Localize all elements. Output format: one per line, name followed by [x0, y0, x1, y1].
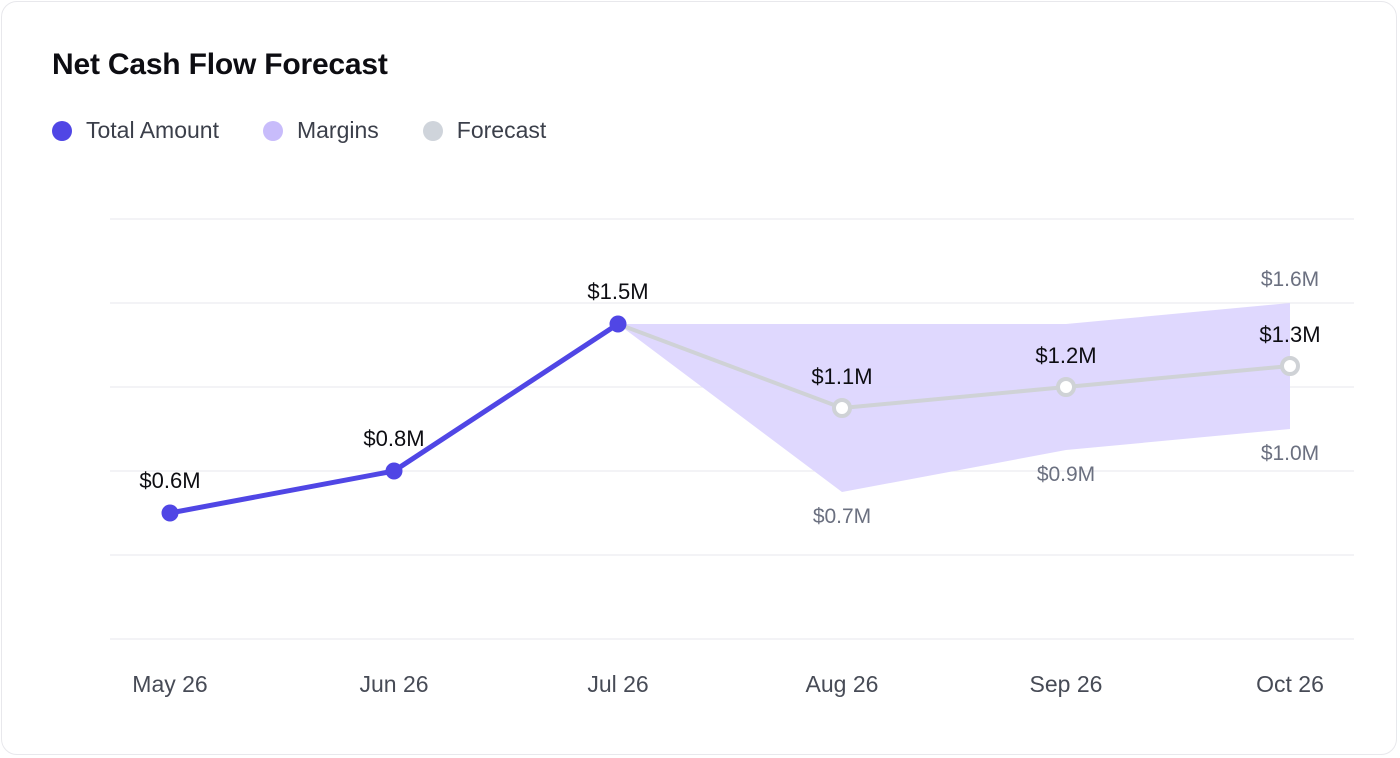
- legend-dot-total-amount: [52, 120, 72, 141]
- data-label: $1.5M: [587, 279, 648, 304]
- total-amount-point: [609, 315, 627, 333]
- x-tick-label: Jul 26: [587, 671, 648, 697]
- data-label: $0.8M: [363, 426, 424, 451]
- legend-label: Total Amount: [86, 117, 219, 143]
- legend-item-margins[interactable]: Margins: [262, 117, 379, 144]
- x-tick-label: May 26: [132, 671, 207, 697]
- margin-lower-label: $0.7M: [813, 505, 871, 528]
- x-tick-label: Oct 26: [1256, 671, 1324, 697]
- margin-lower-label: $1.0M: [1261, 442, 1319, 465]
- x-tick-label: Aug 26: [806, 671, 879, 697]
- legend-label: Forecast: [456, 117, 547, 143]
- margin-lower-label: $0.9M: [1037, 463, 1095, 486]
- legend-item-forecast[interactable]: Forecast: [422, 117, 547, 144]
- data-label: $1.1M: [811, 364, 872, 389]
- total-amount-point: [385, 462, 403, 480]
- forecast-line: [617, 322, 1291, 410]
- x-tick-label: Jun 26: [359, 671, 428, 697]
- margin-upper-label: $1.6M: [1261, 268, 1319, 291]
- legend-dot-forecast: [422, 120, 443, 141]
- x-tick-label: Sep 26: [1030, 671, 1103, 697]
- forecast-point: [1056, 377, 1076, 397]
- total-amount-line: [167, 321, 621, 516]
- forecast-point: [1280, 356, 1300, 376]
- legend-item-total-amount[interactable]: Total Amount: [52, 117, 219, 144]
- legend-dot-margins: [262, 120, 283, 141]
- data-label: $1.2M: [1035, 343, 1096, 368]
- forecast-point: [832, 398, 852, 418]
- total-amount-point: [161, 504, 179, 522]
- data-label: $1.3M: [1259, 322, 1320, 347]
- legend: Total Amount Margins Forecast: [52, 117, 590, 144]
- legend-label: Margins: [296, 117, 379, 143]
- data-label: $0.6M: [139, 468, 200, 493]
- chart-title: Net Cash Flow Forecast: [52, 48, 388, 81]
